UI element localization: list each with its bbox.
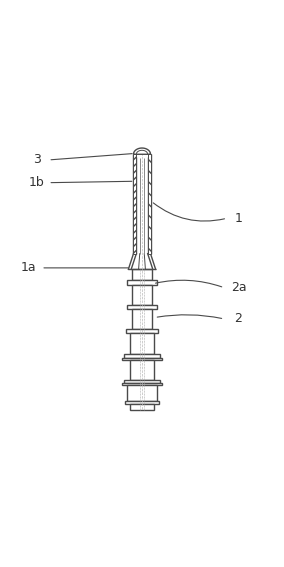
Bar	[127, 386, 157, 401]
Text: 1a: 1a	[20, 261, 36, 274]
Polygon shape	[133, 148, 151, 154]
Bar	[133, 154, 136, 253]
Bar	[122, 383, 162, 386]
Bar	[130, 404, 154, 409]
Text: 1: 1	[235, 211, 243, 225]
Bar	[124, 380, 160, 383]
Text: 3: 3	[33, 154, 41, 167]
Bar	[132, 269, 152, 280]
Bar	[130, 361, 154, 380]
Bar	[130, 333, 154, 354]
Bar	[148, 154, 151, 253]
Text: 1b: 1b	[29, 176, 45, 189]
Bar	[127, 304, 157, 309]
Bar	[127, 280, 157, 285]
Text: 2a: 2a	[231, 281, 247, 294]
Bar	[126, 329, 158, 333]
Bar	[132, 285, 152, 304]
Bar	[124, 354, 160, 358]
Text: 2: 2	[235, 312, 243, 325]
Bar	[132, 309, 152, 329]
Bar	[122, 358, 162, 361]
Bar	[125, 401, 159, 404]
